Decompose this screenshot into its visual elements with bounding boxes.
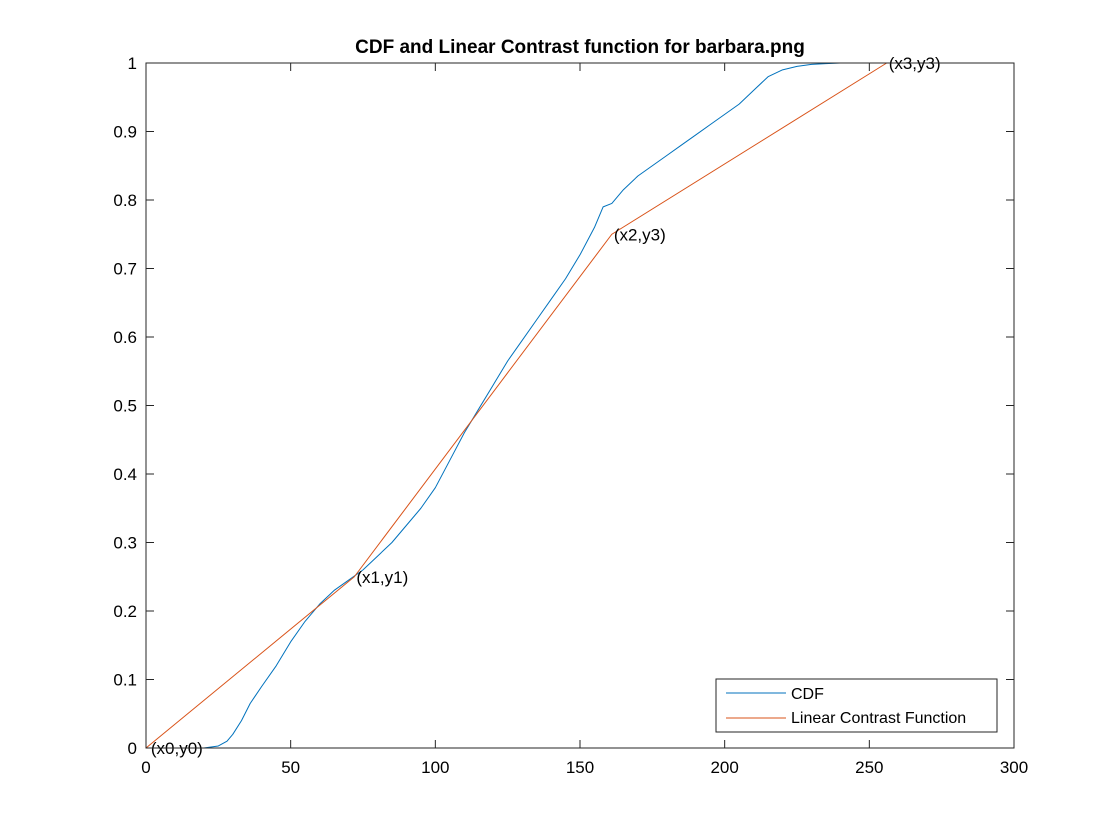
series-line-cdf: [146, 62, 884, 749]
y-tick-label: 0.3: [113, 534, 137, 553]
legend-label-linear-contrast: Linear Contrast Function: [791, 710, 966, 727]
y-tick-label: 0.6: [113, 328, 137, 347]
y-tick-label: 0.9: [113, 123, 137, 142]
y-tick-label: 0.5: [113, 397, 137, 416]
x-tick-label: 250: [855, 758, 883, 777]
x-tick-label: 0: [141, 758, 150, 777]
legend-label-cdf: CDF: [791, 686, 824, 703]
x-tick-label: 300: [1000, 758, 1028, 777]
series-layer: [145, 62, 887, 749]
plot-area: [146, 63, 1014, 748]
y-tick-label: 1: [128, 54, 137, 73]
chart-title: CDF and Linear Contrast function for bar…: [355, 37, 805, 58]
y-axis: 0 0.1 0.2 0.3 0.4 0.5 0.6 0.7 0.8 0.9 1: [113, 54, 1014, 758]
x-tick-label: 200: [710, 758, 738, 777]
legend-box: [715, 678, 998, 733]
y-tick-label: 0.2: [113, 602, 137, 621]
point-annotation: (x1,y1): [356, 568, 408, 587]
x-tick-label: 150: [566, 758, 594, 777]
y-tick-label: 0.4: [113, 465, 137, 484]
series-line-linear-contrast: [145, 62, 887, 749]
y-tick-label: 0.8: [113, 191, 137, 210]
y-tick-label: 0: [128, 739, 137, 758]
x-tick-label: 100: [421, 758, 449, 777]
y-tick-label: 0.7: [113, 260, 137, 279]
point-annotation: (x2,y3): [614, 225, 666, 244]
x-axis: 0 50 100 150 200 250 300: [141, 63, 1028, 777]
x-tick-label: 50: [281, 758, 300, 777]
legend: CDF Linear Contrast Function: [715, 678, 998, 733]
y-tick-label: 0.1: [113, 671, 137, 690]
